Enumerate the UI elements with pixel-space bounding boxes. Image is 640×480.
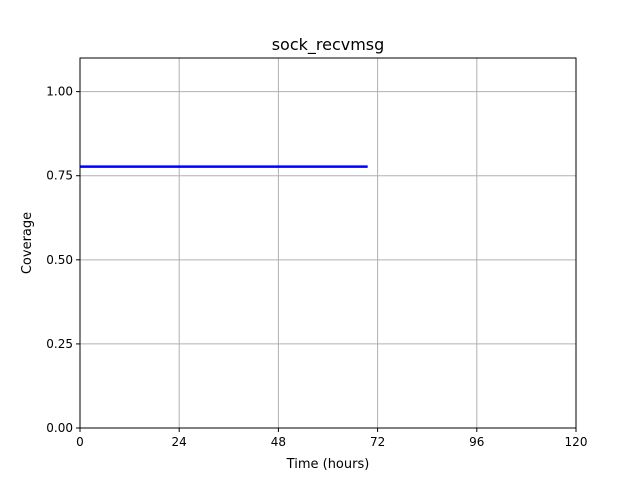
y-tick-label: 0.50 <box>46 253 73 267</box>
x-tick-label: 48 <box>271 435 286 449</box>
y-tick-label: 0.25 <box>46 337 73 351</box>
x-tick-label: 24 <box>172 435 187 449</box>
plot-area-frame <box>79 57 577 429</box>
x-tick-label: 72 <box>370 435 385 449</box>
chart-title: sock_recvmsg <box>272 35 385 55</box>
y-axis-label: Coverage <box>20 212 35 274</box>
x-tick-label: 0 <box>76 435 84 449</box>
y-tick-label: 1.00 <box>46 85 73 99</box>
x-axis-label: Time (hours) <box>286 457 370 472</box>
x-tick-label: 96 <box>469 435 484 449</box>
y-tick-label: 0.75 <box>46 169 73 183</box>
x-tick-label: 120 <box>565 435 588 449</box>
axis-ticks: 0 24 48 72 96 120 0.00 0.25 0.50 0.75 1.00 <box>46 85 587 449</box>
y-tick-label: 0.00 <box>46 421 73 435</box>
